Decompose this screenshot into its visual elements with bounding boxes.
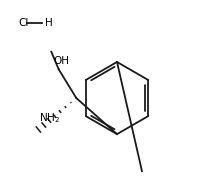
Text: OH: OH (53, 56, 69, 66)
Text: Cl: Cl (18, 18, 28, 28)
Text: H: H (45, 18, 53, 28)
Text: NH$_2$: NH$_2$ (39, 111, 60, 125)
